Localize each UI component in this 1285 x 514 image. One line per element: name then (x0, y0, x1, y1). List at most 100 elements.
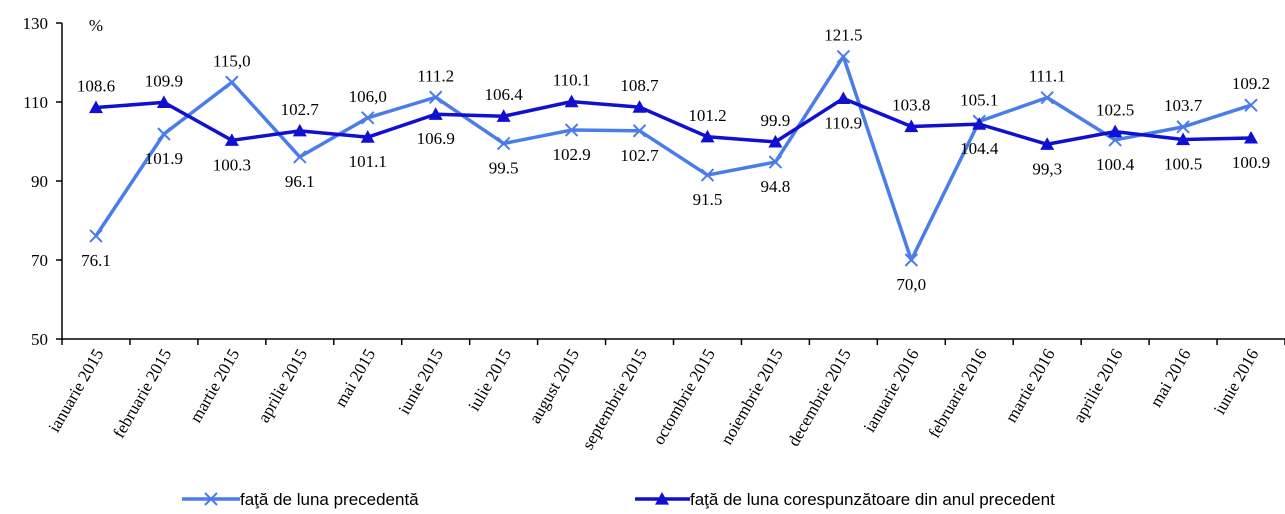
x-marker-stroke (361, 111, 375, 125)
x-tick-label: iunie 2015 (395, 346, 448, 418)
x-marker (632, 124, 647, 138)
y-tick-label: 110 (23, 93, 48, 112)
legend-label: faţă de luna corespunzătoare din anul pr… (690, 490, 1055, 509)
data-label: 108.6 (77, 77, 115, 96)
x-tick-label: noiembrie 2015 (717, 346, 787, 448)
x-marker (361, 111, 375, 125)
legend-item: faţă de luna precedentă (182, 490, 419, 509)
x-tick-label: iulie 2015 (464, 346, 515, 415)
x-marker (836, 49, 851, 64)
data-label: 109.9 (145, 71, 183, 90)
x-tick-label: octombrie 2015 (649, 346, 719, 448)
triangle-marker (1176, 132, 1191, 146)
legend: faţă de luna precedentă faţă de luna core… (182, 490, 1055, 509)
triangle-marker (360, 130, 375, 143)
x-marker-stroke (632, 124, 647, 138)
y-tick-label: 130 (23, 14, 49, 33)
triangle-marker (972, 117, 987, 130)
x-tick-label: martie 2016 (1001, 346, 1058, 426)
triangle-marker (88, 100, 103, 114)
data-label: 100.3 (213, 155, 251, 174)
x-marker-stroke (768, 155, 783, 169)
triangle-marker (904, 119, 919, 133)
x-tick-label: februarie 2015 (109, 346, 175, 442)
triangle-marker (768, 134, 783, 148)
series-line (95, 96, 1252, 147)
x-tick-label: aprilie 2015 (254, 346, 311, 426)
data-label: 100.5 (1164, 155, 1202, 174)
data-label: 108.7 (620, 76, 659, 95)
x-tick-label: mai 2015 (331, 346, 379, 411)
data-label: 106,0 (349, 87, 387, 106)
x-marker (564, 123, 579, 137)
x-marker-stroke (293, 150, 307, 164)
x-marker (700, 168, 715, 182)
data-label: 99.5 (489, 158, 519, 177)
data-label: 101.2 (688, 106, 726, 125)
triangle-marker (632, 100, 647, 113)
x-tick-label: august 2015 (525, 346, 583, 427)
x-marker-stroke (700, 168, 715, 182)
data-label: 96.1 (285, 172, 315, 191)
x-marker (428, 90, 443, 104)
triangle-marker (1244, 130, 1259, 144)
x-marker-stroke (1244, 98, 1258, 112)
data-label: 106.4 (485, 85, 524, 104)
triangle-marker (1040, 137, 1055, 150)
y-axis-label: % (89, 16, 103, 35)
x-marker (157, 127, 171, 141)
x-tick-label: februarie 2016 (924, 346, 990, 442)
x-marker (496, 136, 511, 151)
data-labels: 108.6 76.1 109.9 101.9 115,0 100.3 102.7 96.1 10… (77, 26, 1270, 294)
triangle-marker (496, 109, 511, 122)
x-marker-stroke (564, 123, 579, 137)
legend-label: faţă de luna precedentă (240, 490, 419, 509)
triangle-marker (700, 129, 715, 143)
y-tick-label: 90 (31, 172, 48, 191)
triangle-marker (292, 123, 307, 137)
x-marker (293, 150, 307, 164)
x-marker (89, 229, 103, 243)
data-label: 100.4 (1096, 155, 1135, 174)
data-label: 111.2 (417, 66, 454, 85)
data-label: 102.9 (552, 145, 590, 164)
x-tick-label: iunie 2016 (1210, 346, 1263, 418)
x-marker-stroke (89, 229, 103, 243)
triangle-marker (156, 95, 171, 108)
x-marker-stroke (204, 492, 218, 506)
x-marker (1176, 120, 1190, 134)
data-label: 100.9 (1232, 153, 1270, 172)
x-marker-stroke (904, 253, 919, 267)
data-label: 102.5 (1096, 101, 1134, 120)
x-tick-label: aprilie 2016 (1069, 346, 1126, 426)
data-label: 102.7 (281, 100, 320, 119)
x-tick-label: martie 2015 (186, 346, 243, 426)
x-marker (1244, 98, 1258, 112)
x-tick-label: septembrie 2015 (578, 346, 651, 453)
data-label: 105.1 (960, 90, 998, 109)
triangle-marker (655, 492, 669, 505)
x-marker (204, 492, 218, 506)
x-marker-stroke (836, 49, 851, 64)
x-marker-stroke (1176, 120, 1190, 134)
data-label: 111.1 (1029, 67, 1066, 86)
data-label: 104.4 (960, 139, 999, 158)
data-label: 94.8 (761, 177, 791, 196)
data-label: 109.2 (1232, 74, 1270, 93)
x-tick-label: ianuarie 2016 (860, 346, 923, 436)
y-tick-label: 50 (31, 330, 48, 349)
data-label: 103.8 (892, 95, 930, 114)
x-tick-label: decembrie 2015 (784, 346, 855, 450)
x-tick-label: mai 2016 (1146, 346, 1194, 411)
triangle-marker (428, 107, 443, 120)
legend-item: faţă de luna corespunzătoare din anul pr… (635, 490, 1055, 509)
data-label: 101.9 (145, 149, 183, 168)
x-marker (225, 75, 239, 89)
data-label: 70,0 (896, 275, 926, 294)
triangle-marker (224, 133, 239, 146)
series-line (94, 54, 1252, 262)
x-marker-stroke (157, 127, 171, 141)
data-label: 99.9 (761, 111, 791, 130)
